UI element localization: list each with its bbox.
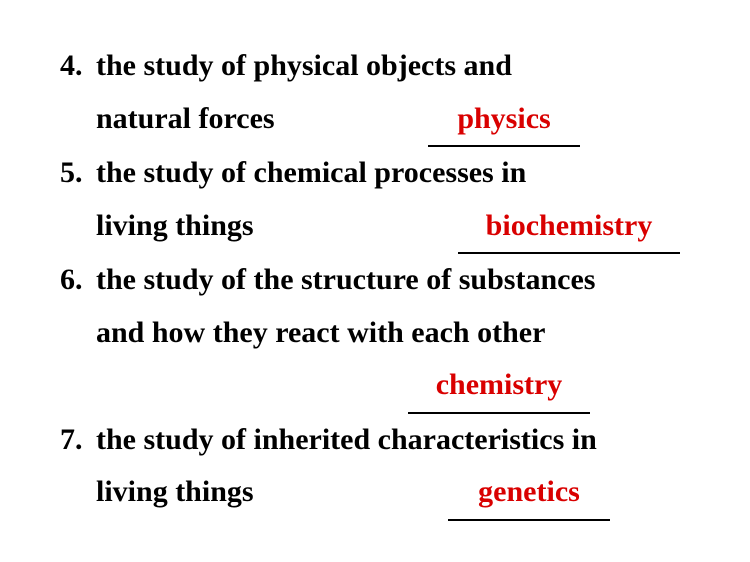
item-4-number: 4. [60, 40, 96, 93]
item-7-text-1: the study of inherited characteristics i… [96, 414, 597, 467]
item-4-text-2: natural forces [96, 93, 275, 146]
item-7-line-2: living things genetics [60, 466, 700, 521]
item-5-line-1: 5. the study of chemical processes in [60, 147, 700, 200]
item-5-number: 5. [60, 147, 96, 200]
item-5-line-2: living things biochemistry [60, 200, 700, 255]
item-5-text-2: living things [96, 200, 254, 253]
item-7-answer: genetics [448, 466, 610, 521]
item-6-line-2: and how they react with each other [60, 307, 700, 360]
item-4-line-1: 4. the study of physical objects and [60, 40, 700, 93]
item-5-answer: biochemistry [458, 200, 680, 255]
item-5-text-1: the study of chemical processes in [96, 147, 526, 200]
item-6-number: 6. [60, 254, 96, 307]
item-7-text-2: living things [96, 466, 254, 519]
item-6-answer: chemistry [408, 359, 590, 414]
item-7-line-1: 7. the study of inherited characteristic… [60, 414, 700, 467]
worksheet-page: 4. the study of physical objects and nat… [0, 0, 750, 562]
item-6-line-3: chemistry [60, 359, 700, 414]
item-4-line-2: natural forces physics [60, 93, 700, 148]
item-7-number: 7. [60, 414, 96, 467]
item-4-answer: physics [428, 93, 580, 148]
item-6-text-1: the study of the structure of substances [96, 254, 595, 307]
item-4-text-1: the study of physical objects and [96, 40, 512, 93]
item-6-line-1: 6. the study of the structure of substan… [60, 254, 700, 307]
item-6-text-2: and how they react with each other [96, 307, 545, 360]
